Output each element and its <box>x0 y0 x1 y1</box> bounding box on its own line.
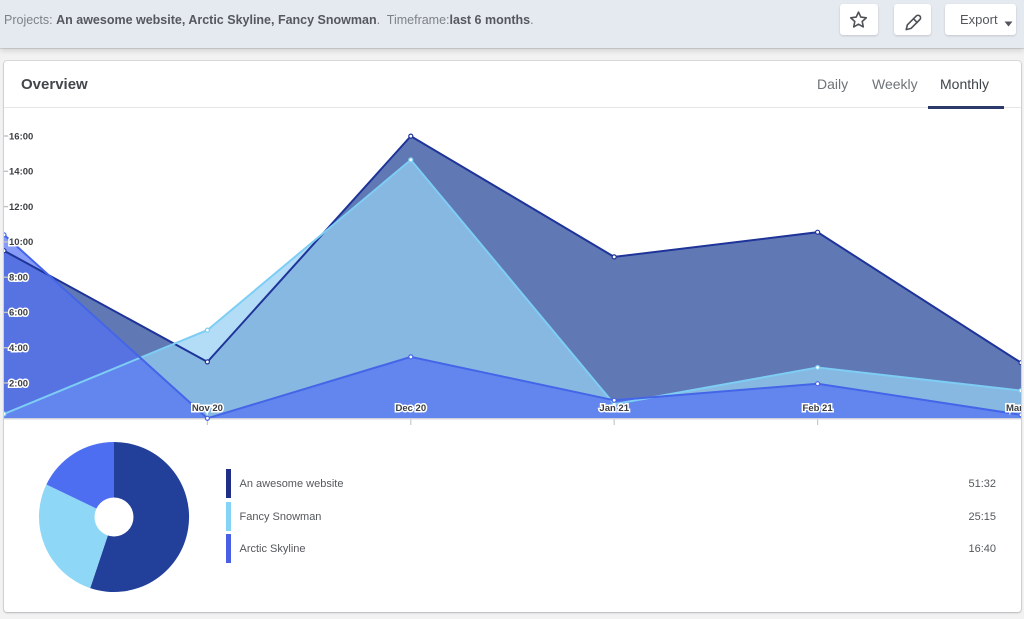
svg-text:Mar 21: Mar 21 <box>1006 403 1021 414</box>
svg-text:Dec 20: Dec 20 <box>395 403 426 414</box>
svg-text:12:00: 12:00 <box>9 202 33 213</box>
svg-text:10:00: 10:00 <box>9 237 33 248</box>
svg-text:Jan 21: Jan 21 <box>599 403 629 414</box>
svg-text:16:00: 16:00 <box>9 131 33 142</box>
svg-text:4:00: 4:00 <box>9 343 28 354</box>
svg-text:14:00: 14:00 <box>9 167 33 178</box>
svg-text:8:00: 8:00 <box>9 273 28 284</box>
svg-text:2:00: 2:00 <box>9 378 28 389</box>
svg-text:6:00: 6:00 <box>9 308 28 319</box>
svg-text:Nov 20: Nov 20 <box>192 403 223 414</box>
svg-text:Feb 21: Feb 21 <box>803 403 834 414</box>
